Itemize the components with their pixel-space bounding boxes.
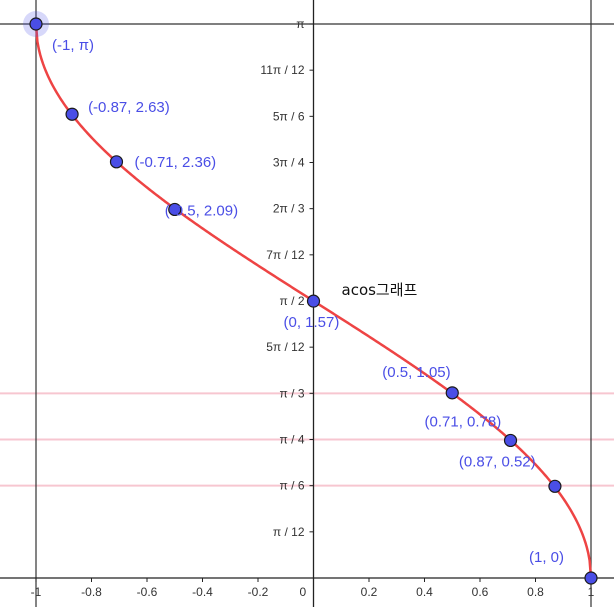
- y-tick-label-3: 3π / 4: [273, 156, 305, 170]
- x-tick-label-9: 0.8: [527, 585, 544, 599]
- highlight-lines: [0, 392, 614, 487]
- data-point-7[interactable]: [548, 479, 562, 493]
- curve-label: acos그래프: [342, 281, 418, 299]
- point-label-4: (0, 1.57): [284, 314, 340, 331]
- point-label-2: (-0.71, 2.36): [134, 154, 216, 171]
- x-tick-label-3: -0.4: [192, 585, 213, 599]
- x-tick-label-6: 0.2: [361, 585, 378, 599]
- x-tick-labels: -1 -0.8 -0.6 -0.4 -0.2 0 0.2 0.4 0.6 0.8 1: [31, 578, 595, 599]
- point-label-1: (-0.87, 2.63): [88, 99, 170, 116]
- data-point-5[interactable]: [445, 386, 459, 400]
- data-point-1[interactable]: [65, 107, 79, 121]
- y-tick-label-0: π: [296, 17, 304, 31]
- y-tick-label-7: 5π / 12: [266, 340, 305, 354]
- data-points: [23, 11, 598, 585]
- x-tick-label-2: -0.6: [137, 585, 158, 599]
- y-tick-label-10: π / 6: [280, 479, 305, 493]
- point-label-7: (0.87, 0.52): [459, 453, 536, 470]
- x-tick-label-1: -0.8: [81, 585, 102, 599]
- point-label-3: (-0.5, 2.09): [165, 202, 238, 219]
- x-tick-label-10: 1: [588, 585, 595, 599]
- data-point-0[interactable]: [29, 17, 43, 31]
- y-tick-label-9: π / 4: [280, 432, 305, 446]
- x-tick-label-5: 0: [300, 585, 307, 599]
- y-tick-label-6: π / 2: [280, 294, 305, 308]
- y-tick-label-11: π / 12: [273, 525, 305, 539]
- y-tick-label-4: 2π / 3: [273, 202, 305, 216]
- y-tick-labels: π 11π / 12 5π / 6 3π / 4 2π / 3 7π / 12 π / 2 5…: [260, 17, 314, 539]
- data-point-8[interactable]: [584, 571, 598, 585]
- point-label-0: (-1, π): [52, 37, 94, 54]
- data-point-3[interactable]: [168, 202, 182, 217]
- y-tick-label-2: 5π / 6: [273, 109, 305, 123]
- x-tick-label-4: -0.2: [248, 585, 269, 599]
- x-tick-label-0: -1: [31, 585, 42, 599]
- y-tick-label-1: 11π / 12: [260, 63, 304, 77]
- x-tick-label-7: 0.4: [416, 585, 433, 599]
- y-tick-label-5: 7π / 12: [266, 248, 305, 262]
- point-label-8: (1, 0): [529, 549, 564, 566]
- x-tick-label-8: 0.6: [472, 585, 489, 599]
- data-point-2[interactable]: [109, 155, 124, 169]
- data-point-6[interactable]: [503, 433, 518, 448]
- y-tick-label-8: π / 3: [280, 386, 305, 400]
- point-label-5: (0.5, 1.05): [382, 364, 450, 381]
- data-point-4[interactable]: [306, 294, 321, 308]
- point-label-6: (0.71, 0.78): [425, 413, 502, 430]
- point-labels: (-1, π) (-0.87, 2.63) (-0.71, 2.36) (-0.5, …: [52, 37, 564, 566]
